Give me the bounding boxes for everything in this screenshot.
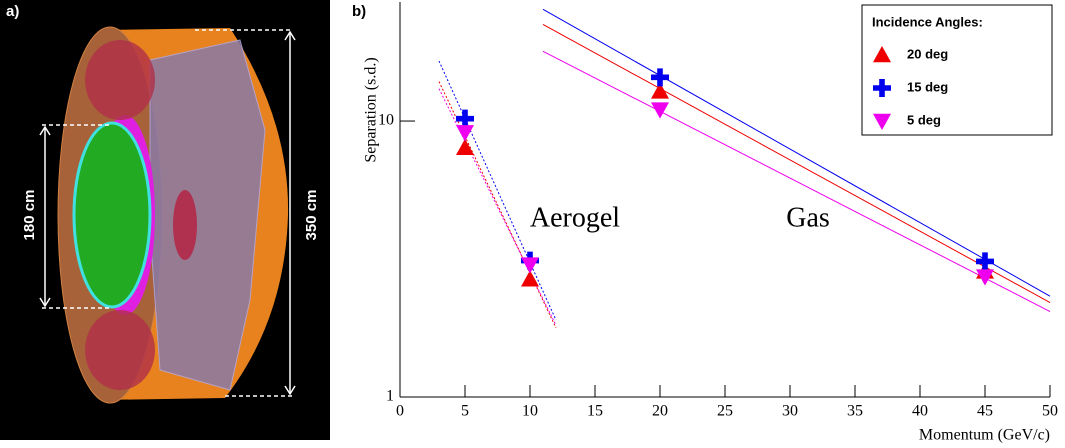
y-tick-label: 1: [386, 388, 394, 405]
sensor: [85, 40, 155, 120]
annotation: Gas: [786, 202, 830, 233]
annotation: Aerogel: [530, 202, 620, 233]
point: [651, 102, 669, 119]
dimension-lines: [39, 29, 296, 397]
panel-label: b): [352, 3, 366, 20]
legend-label: 15 deg: [907, 79, 948, 94]
aerogel-disk: [72, 121, 152, 309]
x-axis-label: Momentum (GeV/c): [919, 427, 1050, 444]
dimension-label: 350 cm: [303, 190, 320, 241]
fit-line: [542, 50, 1051, 312]
y-axis-label: Separation (s.d.): [363, 57, 380, 162]
x-tick-label: 35: [847, 403, 863, 420]
point: [456, 109, 475, 128]
legend-marker: [873, 113, 891, 130]
x-tick-label: 20: [652, 403, 668, 420]
point: [976, 252, 994, 271]
fit-line: [542, 8, 1051, 297]
legend-label: 5 deg: [907, 112, 941, 127]
x-tick-label: 30: [782, 403, 798, 420]
point: [456, 125, 474, 142]
legend-marker: [873, 46, 891, 63]
point: [456, 138, 474, 155]
dimension-label: 180 cm: [21, 190, 38, 241]
fit-line: [438, 81, 557, 329]
x-tick-label: 15: [587, 403, 603, 420]
x-tick-label: 0: [396, 403, 404, 420]
point: [976, 269, 994, 286]
fit-line: [542, 23, 1051, 303]
legend-marker: [873, 79, 891, 97]
sensor: [85, 310, 155, 390]
x-tick-label: 40: [912, 403, 928, 420]
sensor: [173, 190, 197, 260]
x-tick-label: 45: [977, 403, 993, 420]
legend-box: [861, 4, 1053, 136]
panel-a: a) 180 cm 350 cm: [0, 0, 330, 440]
point: [651, 82, 669, 99]
x-tick-label: 5: [461, 403, 469, 420]
x-tick-label: 25: [717, 403, 733, 420]
x-tick-label: 50: [1042, 403, 1058, 420]
point: [521, 257, 539, 274]
x-tick-label: 10: [522, 403, 538, 420]
fit-line: [438, 60, 557, 321]
legend-title: Incidence Angles:: [872, 14, 983, 29]
y-tick-label: 10: [378, 112, 394, 129]
point: [651, 68, 669, 87]
panel-label: a): [6, 3, 19, 20]
legend-label: 20 deg: [907, 46, 948, 61]
point: [521, 270, 539, 287]
